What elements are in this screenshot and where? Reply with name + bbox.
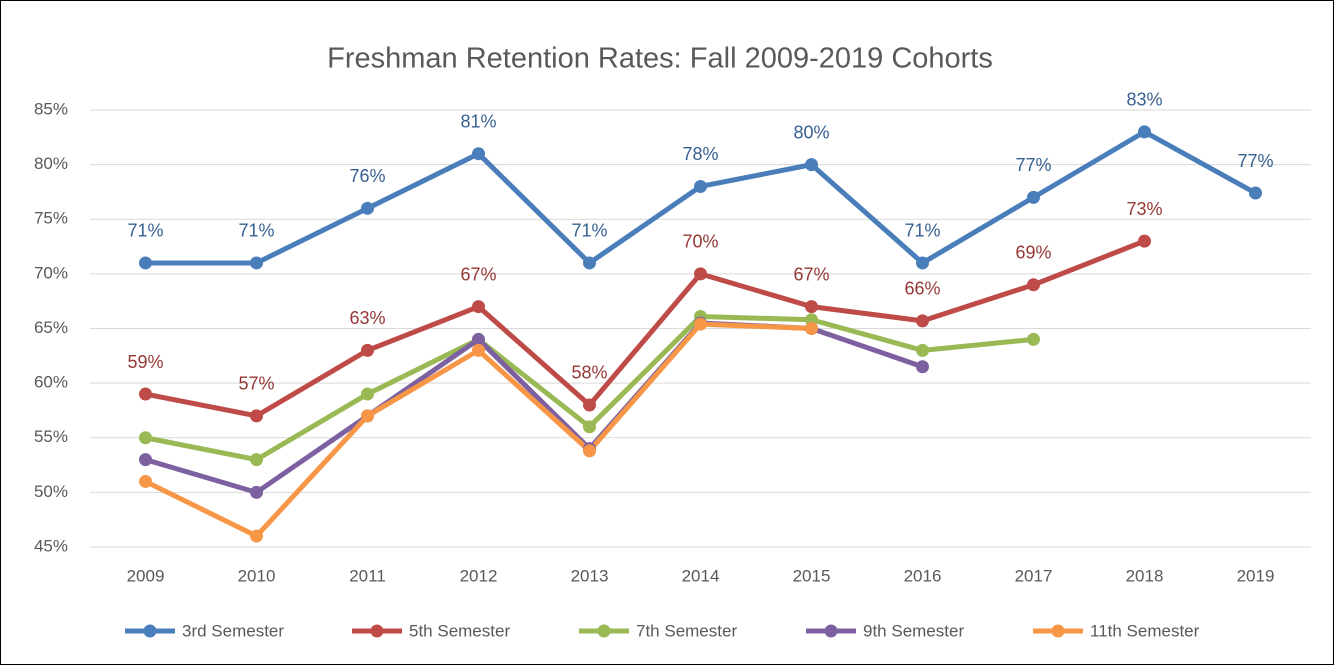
data-point (694, 317, 707, 331)
data-label: 83% (1126, 90, 1162, 110)
data-label: 58% (571, 363, 607, 383)
y-tick-label: 70% (34, 263, 68, 282)
data-label: 59% (127, 352, 163, 372)
data-point (139, 387, 152, 401)
data-point (805, 322, 818, 335)
data-point (805, 300, 818, 314)
chart-title: Freshman Retention Rates: Fall 2009-2019… (327, 43, 993, 75)
data-point (250, 529, 263, 543)
x-tick-label: 2018 (1126, 566, 1164, 585)
data-point (1249, 186, 1262, 200)
data-point (805, 158, 818, 172)
x-tick-label: 2012 (460, 566, 498, 585)
data-point (472, 300, 485, 314)
data-point (583, 256, 596, 270)
data-point (250, 453, 263, 467)
x-tick-label: 2009 (127, 566, 165, 585)
data-label: 66% (904, 279, 940, 299)
data-point (916, 343, 929, 357)
legend-marker (824, 624, 838, 638)
x-tick-label: 2010 (238, 566, 276, 585)
data-point (361, 343, 374, 357)
data-point (250, 409, 263, 423)
data-point (139, 474, 152, 488)
data-label: 63% (349, 308, 385, 328)
y-tick-label: 80% (34, 154, 68, 173)
data-label: 76% (349, 166, 385, 186)
data-point (916, 360, 929, 374)
x-tick-label: 2016 (904, 566, 942, 585)
legend-label: 7th Semester (636, 621, 737, 640)
data-point (472, 147, 485, 161)
series-line (143, 238, 1147, 419)
y-tick-label: 85% (34, 99, 68, 118)
data-label: 81% (460, 111, 496, 131)
data-point (361, 409, 374, 423)
legend-label: 3rd Semester (182, 621, 284, 640)
data-point (1138, 125, 1151, 139)
data-label: 77% (1015, 155, 1051, 175)
data-point (139, 431, 152, 445)
y-tick-label: 50% (34, 482, 68, 501)
data-label: 67% (460, 264, 496, 284)
y-tick-label: 55% (34, 427, 68, 446)
data-point (916, 256, 929, 270)
data-label: 71% (238, 221, 274, 241)
x-tick-label: 2011 (349, 566, 386, 585)
data-point (361, 201, 374, 215)
data-point (472, 343, 485, 357)
data-point (1138, 234, 1151, 248)
data-label: 57% (238, 374, 274, 394)
data-label: 70% (682, 232, 718, 252)
data-point (694, 267, 707, 281)
legend-marker (370, 624, 384, 638)
data-point (583, 420, 596, 434)
y-tick-label: 45% (34, 536, 68, 555)
data-point (1027, 278, 1040, 292)
legend-label: 11th Semester (1090, 621, 1200, 640)
data-label: 80% (793, 122, 829, 142)
legend-marker (597, 624, 611, 638)
data-label: 69% (1015, 243, 1051, 263)
x-tick-label: 2019 (1237, 566, 1275, 585)
legend-label: 5th Semester (409, 621, 510, 640)
y-tick-label: 65% (34, 318, 68, 337)
y-tick-label: 75% (34, 209, 68, 228)
data-point (139, 256, 152, 270)
data-label: 78% (682, 144, 718, 164)
data-label: 77% (1237, 151, 1273, 171)
data-point (250, 256, 263, 270)
data-point (472, 332, 485, 346)
x-tick-label: 2014 (682, 566, 720, 585)
x-tick-label: 2013 (571, 566, 609, 585)
x-tick-label: 2017 (1015, 566, 1053, 585)
data-point (139, 453, 152, 467)
data-point (250, 485, 263, 499)
data-label: 73% (1126, 199, 1162, 219)
data-label: 71% (127, 221, 163, 241)
data-point (694, 179, 707, 193)
legend-marker (143, 624, 157, 638)
data-point (1027, 190, 1040, 204)
legend-label: 9th Semester (863, 621, 964, 640)
y-tick-label: 60% (34, 373, 68, 392)
legend-marker (1051, 624, 1065, 638)
x-tick-label: 2015 (793, 566, 831, 585)
data-point (361, 387, 374, 401)
data-point (583, 398, 596, 412)
data-point (583, 444, 596, 458)
data-label: 71% (904, 221, 940, 241)
data-label: 67% (793, 264, 829, 284)
data-point (916, 314, 929, 328)
data-label: 71% (571, 221, 607, 241)
data-point (1027, 332, 1040, 346)
